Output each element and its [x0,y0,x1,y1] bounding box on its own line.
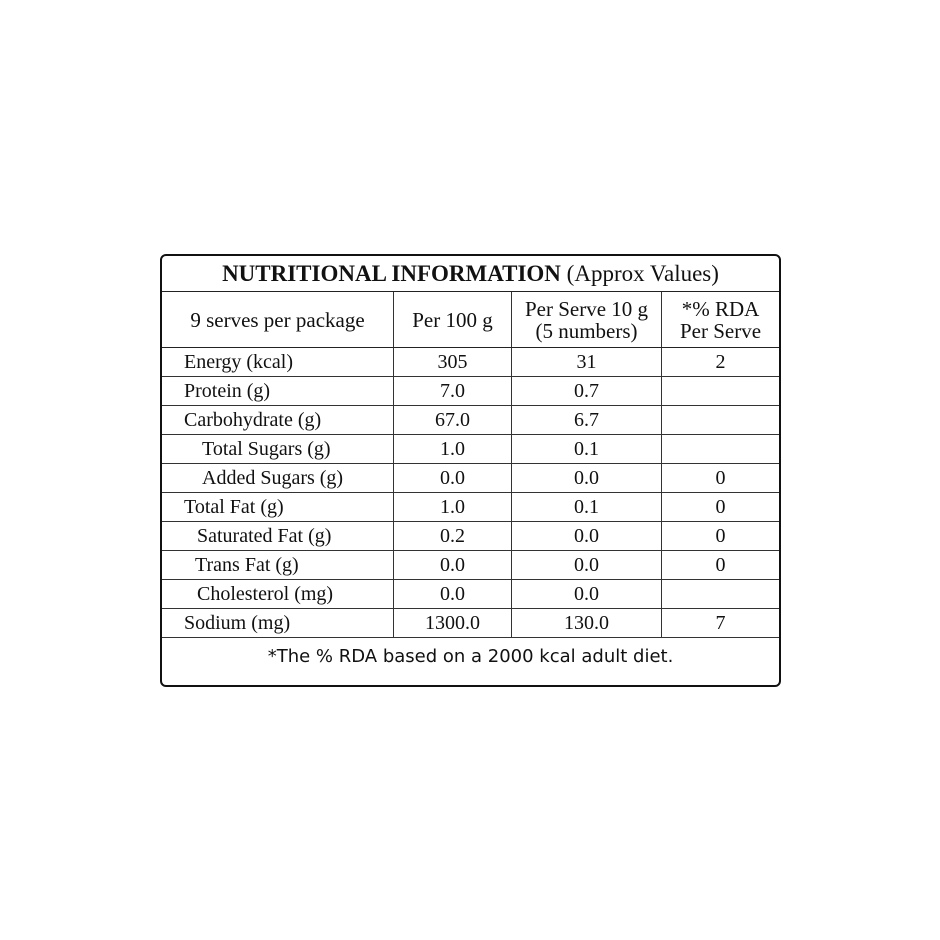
rda-value [662,435,779,464]
row-label: Total Fat (g) [162,493,394,522]
rda-value: 7 [662,609,779,638]
row-label: Added Sugars (g) [162,464,394,493]
header-per-100g: Per 100 g [394,292,512,348]
row-label: Sodium (mg) [162,609,394,638]
per-serve-value: 0.0 [512,580,662,609]
rda-value [662,377,779,406]
column-headers: 9 serves per package Per 100 g Per Serve… [162,292,779,348]
row-label: Energy (kcal) [162,348,394,377]
table-body: Energy (kcal) 305 31 2 Protein (g) 7.0 0.7 Carb… [162,348,779,638]
per-serve-value: 0.0 [512,464,662,493]
per-serve-value: 130.0 [512,609,662,638]
per-serve-value: 0.1 [512,493,662,522]
title-bold: NUTRITIONAL INFORMATION [222,261,561,286]
row-label: Trans Fat (g) [162,551,394,580]
per-serve-value: 6.7 [512,406,662,435]
per-100g-value: 7.0 [394,377,512,406]
row-label: Total Sugars (g) [162,435,394,464]
header-per-serve: Per Serve 10 g (5 numbers) [512,292,662,348]
rda-value [662,580,779,609]
rda-value: 0 [662,464,779,493]
rda-value: 2 [662,348,779,377]
per-serve-value: 0.7 [512,377,662,406]
per-100g-value: 0.0 [394,551,512,580]
header-rda: *% RDA Per Serve [662,292,779,348]
per-100g-value: 0.2 [394,522,512,551]
header-serves: 9 serves per package [162,292,394,348]
per-100g-value: 1.0 [394,493,512,522]
row-label: Carbohydrate (g) [162,406,394,435]
per-serve-value: 0.0 [512,551,662,580]
per-serve-value: 0.0 [512,522,662,551]
per-100g-value: 305 [394,348,512,377]
row-label: Saturated Fat (g) [162,522,394,551]
nutrition-table: NUTRITIONAL INFORMATION (Approx Values) … [160,254,781,687]
footnote: *The % RDA based on a 2000 kcal adult di… [267,646,674,667]
per-100g-value: 67.0 [394,406,512,435]
per-100g-value: 1300.0 [394,609,512,638]
row-label: Cholesterol (mg) [162,580,394,609]
row-label: Protein (g) [162,377,394,406]
title-note: (Approx Values) [566,261,719,286]
rda-value: 0 [662,493,779,522]
rda-value: 0 [662,522,779,551]
per-serve-value: 0.1 [512,435,662,464]
per-serve-value: 31 [512,348,662,377]
rda-value: 0 [662,551,779,580]
per-100g-value: 0.0 [394,464,512,493]
per-100g-value: 1.0 [394,435,512,464]
rda-value [662,406,779,435]
per-100g-value: 0.0 [394,580,512,609]
table-title: NUTRITIONAL INFORMATION (Approx Values) [162,256,779,292]
